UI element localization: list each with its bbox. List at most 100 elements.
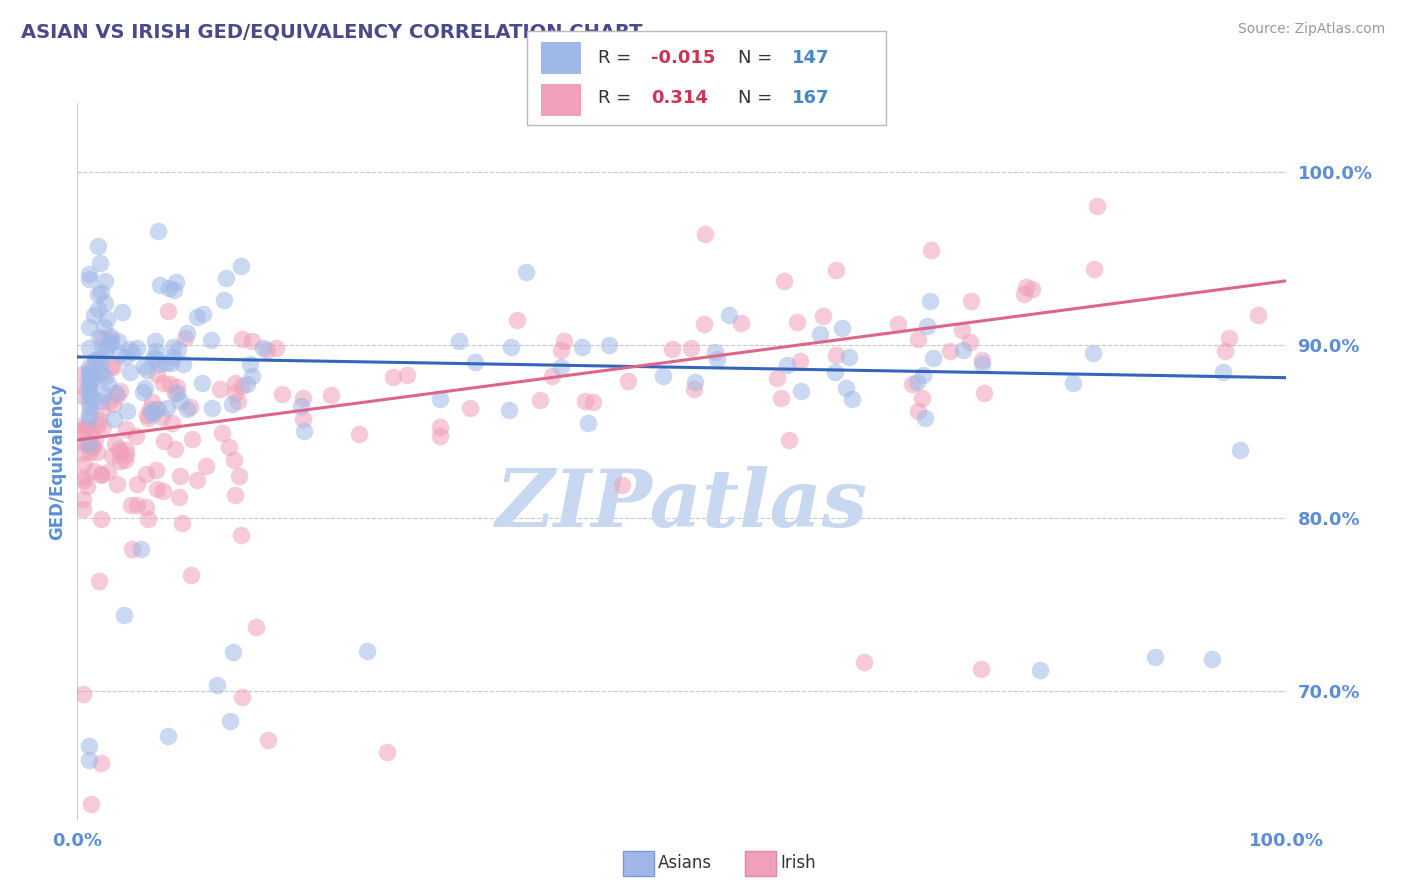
Point <box>91 331 114 345</box>
Point <box>174 330 197 344</box>
Point <box>1012 286 1035 301</box>
Point <box>72 492 94 507</box>
Point <box>905 375 928 389</box>
Point <box>79 436 101 450</box>
Point <box>231 690 253 704</box>
Point <box>90 355 112 369</box>
Point <box>72 470 94 484</box>
Point <box>776 358 799 372</box>
Point <box>901 377 924 392</box>
Point <box>145 463 167 477</box>
Point <box>1029 663 1052 677</box>
Point <box>167 490 190 504</box>
Point <box>83 308 105 322</box>
Point <box>515 265 537 279</box>
Point <box>598 338 620 352</box>
Point <box>960 293 983 308</box>
Point <box>135 500 157 514</box>
Point <box>155 356 177 370</box>
Point <box>115 442 138 457</box>
Point <box>79 753 101 767</box>
Point <box>211 426 233 441</box>
Point <box>429 392 451 406</box>
Point <box>107 334 129 348</box>
Point <box>429 429 451 443</box>
Point <box>73 473 96 487</box>
Point <box>160 357 183 371</box>
Text: ZIPatlas: ZIPatlas <box>496 466 868 543</box>
Point <box>693 227 716 241</box>
Point <box>1021 282 1043 296</box>
Point <box>115 404 138 418</box>
Point <box>824 263 846 277</box>
Point <box>163 283 186 297</box>
Point <box>1212 365 1234 379</box>
Point <box>145 343 167 358</box>
Point <box>319 387 342 401</box>
Point <box>90 366 112 380</box>
Point <box>98 334 121 349</box>
Point <box>887 317 910 331</box>
Point <box>87 287 110 301</box>
Point <box>541 368 564 383</box>
Point <box>770 391 793 405</box>
Point <box>290 399 312 413</box>
Point <box>221 397 243 411</box>
Point <box>73 458 96 472</box>
Point <box>245 620 267 634</box>
Point <box>835 381 858 395</box>
Point <box>730 316 752 330</box>
Text: 0.314: 0.314 <box>651 89 707 107</box>
Point <box>105 389 128 403</box>
Text: 167: 167 <box>792 89 830 107</box>
Point <box>79 365 101 379</box>
Point <box>222 645 245 659</box>
Point <box>79 369 101 384</box>
Point <box>264 341 287 355</box>
Point <box>80 797 103 812</box>
Point <box>349 427 371 442</box>
Point <box>98 329 121 343</box>
Point <box>125 341 148 355</box>
Point <box>101 449 124 463</box>
Point <box>114 448 136 462</box>
Point <box>191 376 214 390</box>
Point <box>72 368 94 382</box>
Point <box>162 350 184 364</box>
Point <box>83 464 105 478</box>
Point <box>86 302 108 317</box>
Point <box>186 473 208 487</box>
Point <box>160 416 183 430</box>
Point <box>79 401 101 416</box>
Point <box>912 368 935 383</box>
Point <box>79 320 101 334</box>
Point <box>79 407 101 421</box>
Point <box>718 308 741 322</box>
Point <box>132 384 155 399</box>
Point <box>90 468 112 483</box>
Point <box>90 756 112 770</box>
Point <box>108 384 131 398</box>
Point <box>831 321 853 335</box>
Point <box>90 402 112 417</box>
Point <box>172 357 194 371</box>
Point <box>91 387 114 401</box>
Point <box>1247 309 1270 323</box>
Point <box>156 729 179 743</box>
Point <box>939 343 962 358</box>
Point <box>118 342 141 356</box>
Point <box>789 354 811 368</box>
Point <box>1015 280 1038 294</box>
Text: -0.015: -0.015 <box>651 49 716 67</box>
Point <box>766 370 789 384</box>
Point <box>72 446 94 460</box>
Text: N =: N = <box>738 49 778 67</box>
Point <box>156 401 179 415</box>
Point <box>135 408 157 422</box>
Point <box>150 410 173 425</box>
Point <box>166 386 188 401</box>
Point <box>152 376 174 391</box>
Point <box>617 374 640 388</box>
Point <box>101 397 124 411</box>
Point <box>240 368 263 383</box>
